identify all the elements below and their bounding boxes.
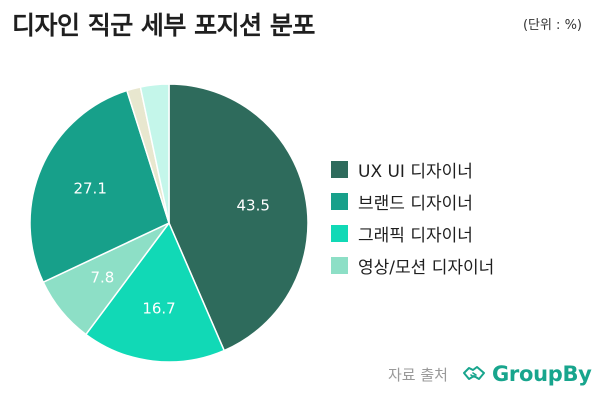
source-label: 자료 출처 bbox=[388, 365, 448, 384]
pie-slice-3 bbox=[29, 89, 170, 284]
legend-item-graphic: 그래픽 디자이너 bbox=[331, 222, 494, 246]
brand-name: GroupBy bbox=[491, 362, 592, 386]
chart-title: 디자인 직군 세부 포지션 분포 bbox=[12, 11, 315, 40]
pie-slice-5 bbox=[139, 83, 170, 224]
legend-item-ux-ui: UX UI 디자이너 bbox=[331, 158, 494, 182]
legend-swatch bbox=[331, 192, 348, 210]
legend-label: 그래픽 디자이너 bbox=[358, 225, 473, 246]
legend-swatch bbox=[331, 224, 348, 242]
source-credit: 자료 출처 GroupBy bbox=[388, 362, 592, 386]
data-label-1: 16.7 bbox=[142, 299, 175, 317]
pie-slice-1 bbox=[84, 221, 226, 363]
legend-item-motion: 영상/모션 디자이너 bbox=[331, 254, 495, 278]
legend-label: 브랜드 디자이너 bbox=[358, 193, 473, 214]
legend-swatch bbox=[331, 256, 348, 274]
pie-labels: 43.5 16.7 7.8 27.1 bbox=[73, 180, 269, 318]
legend-label: UX UI 디자이너 bbox=[358, 161, 473, 182]
handshake-icon bbox=[462, 366, 485, 380]
pie-slices bbox=[29, 83, 309, 363]
data-label-2: 7.8 bbox=[90, 268, 114, 286]
legend-label: 영상/모션 디자이너 bbox=[358, 257, 495, 278]
legend: UX UI 디자이너 브랜드 디자이너 그래픽 디자이너 영상/모션 디자이너 bbox=[331, 158, 494, 286]
pie-slice-0 bbox=[168, 83, 309, 352]
data-label-3: 27.1 bbox=[73, 180, 106, 198]
legend-item-brand: 브랜드 디자이너 bbox=[331, 190, 494, 214]
data-label-0: 43.5 bbox=[237, 197, 270, 215]
unit-label: (단위 : %) bbox=[522, 18, 582, 33]
legend-swatch bbox=[331, 160, 348, 178]
